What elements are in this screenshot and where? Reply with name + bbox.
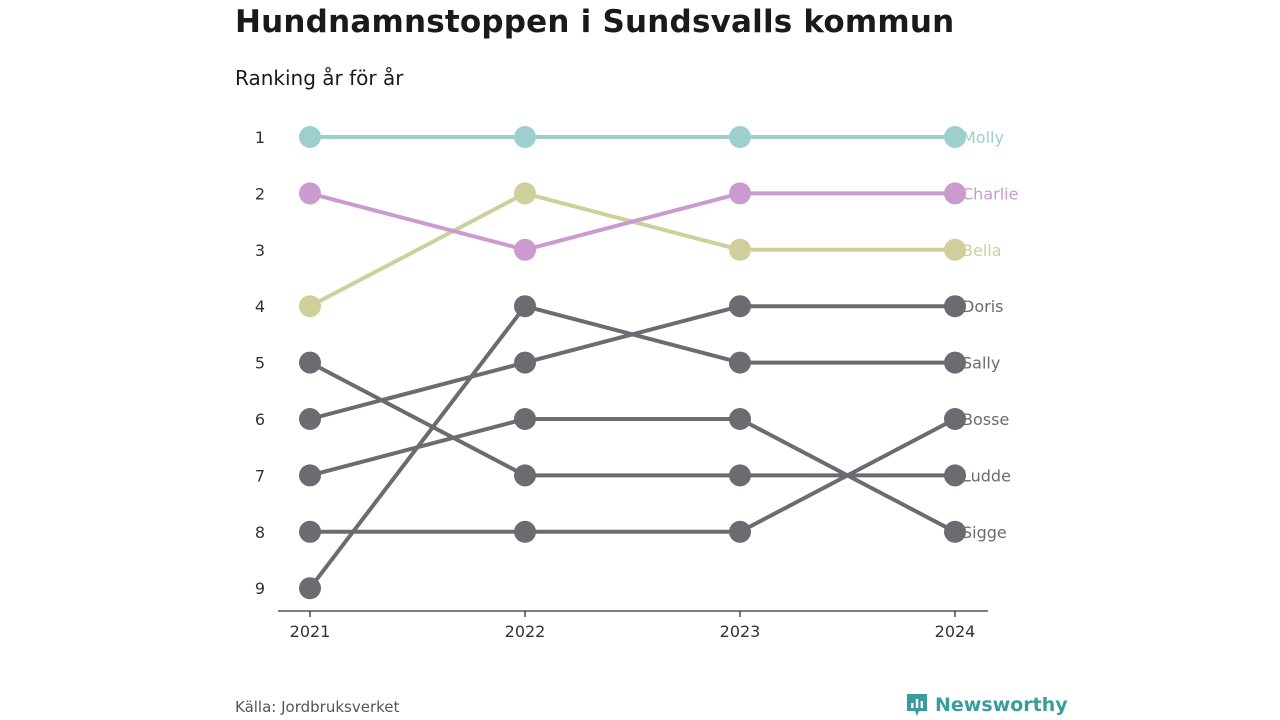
bump-chart: 1 2 3 4 5 6 7 8 9 2021 2022 2023 2024 Sigge Ludde Bosse… [255,126,1018,641]
y-tick-label: 6 [255,410,265,429]
data-point [944,520,966,543]
x-tick-label: 2024 [935,622,976,641]
y-tick-label: 5 [255,354,265,373]
data-point [729,182,751,205]
newsworthy-logo-icon [907,694,927,716]
chart-subtitle: Ranking år för år [235,66,404,90]
y-tick-label: 1 [255,128,265,147]
data-point [944,126,966,148]
brand-name: Newsworthy [935,694,1068,716]
data-point [944,182,966,205]
series-line-sally [308,304,957,591]
data-point [514,182,536,205]
data-point [299,182,321,205]
data-point [299,351,321,374]
y-tick-label: 7 [255,466,265,485]
data-point [514,126,536,148]
data-point [729,238,751,261]
data-point [514,295,536,318]
y-tick-label: 9 [255,579,265,598]
series-label-sally: Sally [962,354,1000,373]
data-point [299,408,321,430]
series-label-doris: Doris [962,297,1003,316]
x-tick-label: 2021 [290,622,331,641]
data-point [514,520,536,543]
series-line-charlie [308,191,957,252]
data-point [299,295,321,318]
data-point [944,464,966,487]
data-point [514,408,536,430]
data-point [729,351,751,374]
series-label-sigge: Sigge [962,523,1007,542]
chart-title: Hundnamnstoppen i Sundsvalls kommun [235,4,955,40]
brand-logo: Newsworthy [905,692,1068,718]
data-point [514,238,536,261]
data-point [299,126,321,148]
data-point [514,351,536,374]
series-label-molly: Molly [962,128,1004,147]
y-tick-label: 8 [255,523,265,542]
data-point [729,464,751,487]
data-point [729,408,751,430]
series-label-charlie: Charlie [962,184,1018,203]
x-tick-label: 2022 [505,622,546,641]
y-tick-label: 3 [255,241,265,260]
x-tick-label: 2023 [720,622,761,641]
data-point [729,126,751,148]
data-point [729,295,751,318]
series-label-bosse: Bosse [962,410,1009,429]
data-point [514,464,536,487]
data-point [729,520,751,543]
data-point [299,464,321,487]
source-note: Källa: Jordbruksverket [235,698,400,716]
series-line-doris [308,304,957,421]
y-tick-label: 2 [255,184,265,203]
data-point [299,577,321,600]
y-tick-label: 4 [255,297,265,316]
data-point [944,295,966,318]
data-point [944,408,966,430]
data-point [299,520,321,543]
series-label-bella: Bella [962,241,1002,260]
data-point [944,351,966,374]
series-label-ludde: Ludde [962,466,1011,485]
series-line-bella [308,191,957,309]
data-point [944,238,966,261]
series-line-bosse [308,417,957,534]
